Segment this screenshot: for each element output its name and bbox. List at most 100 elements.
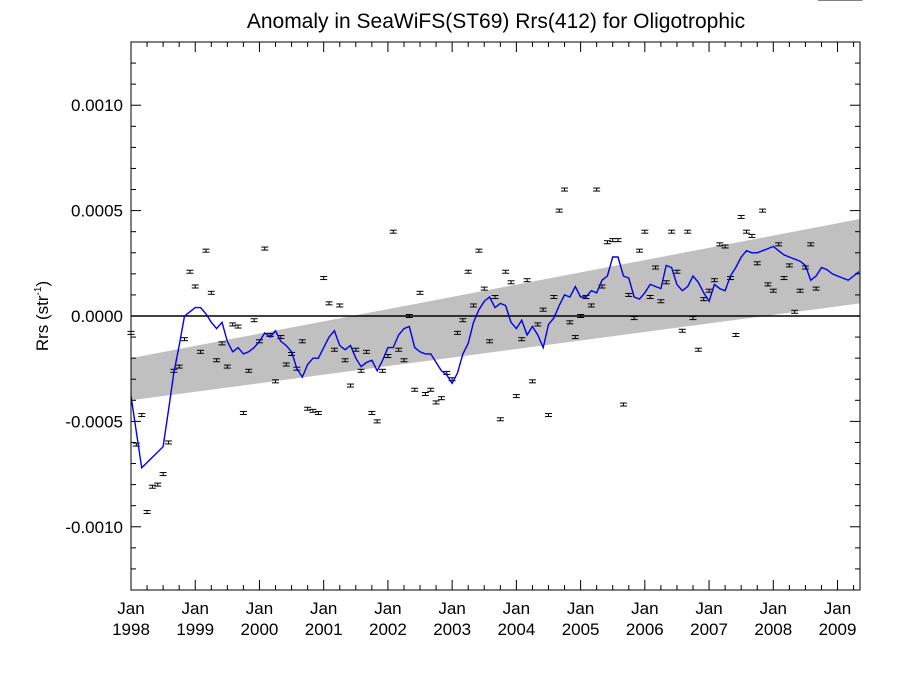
x-ticks-layer: Jan 1998 Jan 1999 Jan 2000 Jan 2001 Jan 2002 Jan 20… <box>112 42 856 639</box>
x-tick-label-month: Jan <box>567 599 594 618</box>
data-point <box>148 484 156 489</box>
x-tick-label-year: 1998 <box>112 620 150 639</box>
y-ticks-layer: 0.0010 0.0005 0.0000 -0.0005 -0.0010 <box>65 41 860 591</box>
data-point <box>186 269 194 274</box>
y-tick-label: -0.0010 <box>65 518 123 537</box>
x-tick-label-month: Jan <box>503 599 530 618</box>
x-tick-label-year: 2001 <box>305 620 343 639</box>
x-tick-label-year: 2002 <box>369 620 407 639</box>
data-point <box>619 402 627 407</box>
data-point <box>175 364 183 369</box>
data-point <box>459 318 467 323</box>
data-point <box>272 379 280 384</box>
data-point <box>181 337 189 342</box>
data-point <box>785 263 793 268</box>
data-point <box>357 368 365 373</box>
data-point <box>400 358 408 363</box>
data-point <box>710 278 718 283</box>
data-point <box>566 320 574 325</box>
data-point <box>694 347 702 352</box>
y-tick-label: 0.0010 <box>71 96 123 115</box>
data-point <box>625 292 633 297</box>
data-point <box>486 339 494 344</box>
x-tick-label-year: 2008 <box>754 620 792 639</box>
data-point <box>389 229 397 234</box>
data-point <box>507 280 515 285</box>
x-tick-label-year: 1999 <box>176 620 214 639</box>
data-point <box>743 229 751 234</box>
x-tick-label-year: 2003 <box>433 620 471 639</box>
x-tick-label-month: Jan <box>374 599 401 618</box>
data-point <box>780 276 788 281</box>
x-tick-label-year: 2000 <box>241 620 279 639</box>
data-point <box>245 368 253 373</box>
data-point <box>550 295 558 300</box>
x-tick-label-month: Jan <box>760 599 787 618</box>
data-point <box>544 413 552 418</box>
data-point <box>491 295 499 300</box>
x-tick-label-year: 2004 <box>497 620 535 639</box>
data-point <box>336 303 344 308</box>
data-point <box>309 408 317 413</box>
data-point <box>304 406 312 411</box>
y-axis-label-end: ) <box>33 281 52 287</box>
trend-band-layer <box>131 219 860 401</box>
data-point <box>239 410 247 415</box>
data-point <box>363 349 371 354</box>
data-point <box>432 400 440 405</box>
data-point <box>652 265 660 270</box>
y-axis-label-superscript: -1 <box>33 286 44 295</box>
data-point <box>191 284 199 289</box>
data-point <box>298 339 306 344</box>
data-point <box>325 301 333 306</box>
data-point <box>197 349 205 354</box>
data-point <box>523 278 531 283</box>
data-point <box>759 208 767 213</box>
x-tick-label-month: Jan <box>246 599 273 618</box>
data-point <box>213 358 221 363</box>
data-point <box>684 229 692 234</box>
data-point <box>207 290 215 295</box>
data-point <box>678 328 686 333</box>
data-point <box>512 394 520 399</box>
data-point <box>379 368 387 373</box>
data-point <box>229 322 237 327</box>
data-point <box>261 246 269 251</box>
chart-title: Anomaly in SeaWiFS(ST69) Rrs(412) for Ol… <box>247 10 745 33</box>
data-point <box>202 248 210 253</box>
data-point <box>395 347 403 352</box>
y-axis-label-base: Rrs (str <box>33 295 52 351</box>
data-point <box>453 330 461 335</box>
data-point <box>480 286 488 291</box>
data-point <box>373 419 381 424</box>
x-tick-label-month: Jan <box>824 599 851 618</box>
data-point <box>534 322 542 327</box>
x-tick-label-year: 2006 <box>626 620 664 639</box>
data-point <box>732 332 740 337</box>
data-point <box>791 309 799 314</box>
trend-band <box>131 219 860 401</box>
data-point <box>518 337 526 342</box>
data-point <box>496 417 504 422</box>
data-point <box>218 341 226 346</box>
x-tick-label-year: 2007 <box>690 620 728 639</box>
data-point <box>657 299 665 304</box>
data-point <box>662 280 670 285</box>
data-point <box>555 208 563 213</box>
data-point <box>341 358 349 363</box>
data-point <box>346 383 354 388</box>
data-point <box>159 472 167 477</box>
data-point <box>539 307 547 312</box>
y-tick-label: 0.0005 <box>71 202 123 221</box>
data-point <box>587 303 595 308</box>
data-point <box>470 303 478 308</box>
x-tick-label-year: 2009 <box>819 620 857 639</box>
data-point <box>764 282 772 287</box>
data-point <box>561 187 569 192</box>
data-point <box>437 396 445 401</box>
x-tick-label-month: Jan <box>438 599 465 618</box>
data-point <box>421 391 429 396</box>
data-point <box>405 314 413 318</box>
y-tick-label: 0.0000 <box>71 307 123 326</box>
data-point <box>427 387 435 392</box>
